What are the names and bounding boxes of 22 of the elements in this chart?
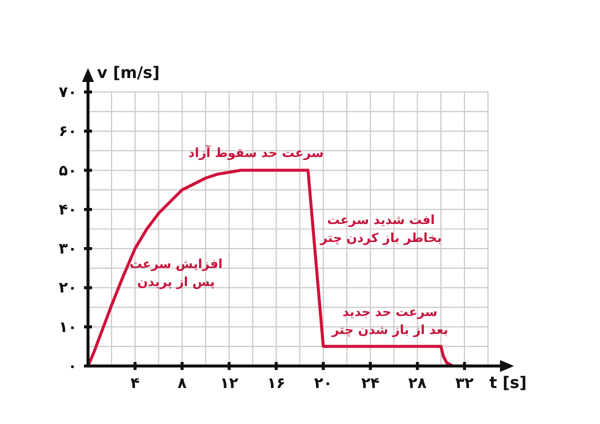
annotation: سرعت حد سقوط آزاد [188, 145, 324, 160]
y-tick-label: ۶۰ [58, 122, 77, 140]
x-tick-label: ۲۰ [314, 374, 332, 392]
x-tick-label: ۸ [178, 374, 187, 392]
y-axis-title: v [m/s] [97, 63, 160, 82]
y-tick-label: ۳۰ [58, 240, 77, 258]
x-axis-title: t [s] [489, 373, 527, 392]
x-tick-label: ۲۴ [361, 374, 380, 392]
annotation: افزایش سرعت پس از پریدن [129, 256, 223, 289]
x-tick-label: ۱۶ [267, 374, 286, 392]
x-tick-label: ۳۲ [455, 374, 474, 392]
y-tick-label: ۵۰ [58, 161, 77, 180]
y-tick-label: ۴۰ [58, 200, 77, 218]
y-tick-label: ۱۰ [58, 318, 77, 336]
y-tick-label: ۷۰ [58, 83, 77, 101]
x-tick-label: ۲۸ [408, 374, 427, 392]
x-tick-label: ۴ [130, 374, 140, 392]
annotation: سرعت حد جدید بعد از باز شدن چتر [332, 304, 448, 337]
y-tick-label: ۲۰ [58, 278, 77, 297]
x-tick-label: ۱۲ [220, 374, 238, 392]
y-tick-label: ۰ [68, 357, 77, 375]
annotation: افت شدید سرعت بخاطر باز کردن چتر [320, 212, 442, 245]
